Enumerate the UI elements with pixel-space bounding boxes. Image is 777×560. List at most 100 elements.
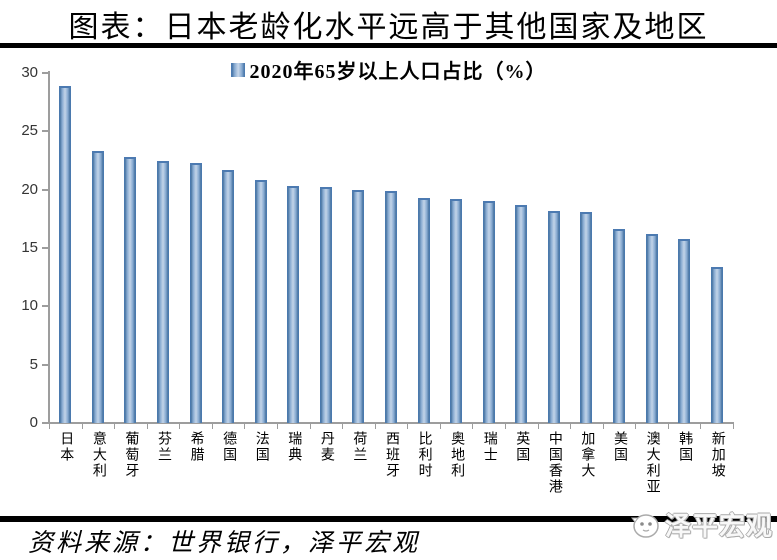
bar-芬兰 [157,160,169,423]
x-axis-tick [309,423,311,429]
x-label-cell: 奥地利 [440,431,473,479]
bar-奥地利 [450,199,463,423]
x-label-法国: 法国 [253,431,269,463]
x-label-cell: 西班牙 [375,431,408,479]
bar-韩国 [678,238,691,423]
x-label-希腊: 希腊 [188,431,204,463]
x-axis-tick [700,423,702,429]
x-label-cell: 比利时 [407,431,440,479]
x-axis-tick [342,423,344,429]
bar-比利时 [417,197,430,423]
x-label-加拿大: 加拿大 [579,431,595,479]
x-axis-tick [114,423,116,429]
x-axis-tick [570,423,572,429]
bar-希腊 [189,162,202,423]
x-axis-tick [244,423,246,429]
source-note: 资料来源：世界银行，泽平宏观 [28,530,421,557]
x-label-日本: 日本 [58,431,74,463]
y-axis-tick [42,72,49,74]
bar-德国 [222,169,235,423]
x-label-瑞士: 瑞士 [481,431,497,463]
x-axis-tick [635,423,637,429]
x-label-丹麦: 丹麦 [318,431,334,463]
x-label-cell: 葡萄牙 [114,431,147,479]
x-label-cell: 希腊 [179,431,212,463]
x-axis-tick [537,423,539,429]
x-axis-tick [179,423,181,429]
x-label-cell: 韩国 [668,431,701,463]
bottom-divider [0,516,777,522]
y-axis-tick [42,422,49,424]
x-label-cell: 意大利 [82,431,115,479]
y-axis-tick-label: 15 [21,239,38,256]
x-label-西班牙: 西班牙 [383,431,399,479]
y-axis-tick [42,305,49,308]
bar-瑞士 [482,201,495,423]
x-label-cell: 中国香港 [538,431,571,495]
bar-新加坡 [710,266,723,423]
y-axis [48,71,50,423]
bar-丹麦 [319,187,332,423]
x-label-cell: 荷兰 [342,431,375,463]
y-axis-tick-label: 0 [29,414,38,431]
watermark: 泽平宏观 [630,506,773,543]
bar-葡萄牙 [124,157,137,423]
x-label-cell: 澳大利亚 [635,431,668,495]
y-axis-tick [42,188,49,191]
legend-marker-icon [230,62,245,77]
y-axis-tick-label: 30 [21,64,38,81]
x-label-德国: 德国 [221,431,237,463]
x-label-cell: 德国 [212,431,245,463]
x-axis-tick [667,423,669,429]
x-label-cell: 美国 [603,431,636,463]
bar-日本 [59,85,72,423]
x-axis-tick [407,423,409,429]
bar-瑞典 [287,186,300,423]
x-label-中国香港: 中国香港 [546,431,562,495]
watermark-text: 泽平宏观 [664,512,773,541]
x-label-葡萄牙: 葡萄牙 [123,431,139,479]
x-label-比利时: 比利时 [416,431,432,479]
bar-美国 [613,229,625,423]
y-axis-tick [42,363,49,366]
y-axis-tick [42,247,49,249]
x-axis-tick [277,423,278,429]
bar-法国 [254,180,267,423]
bar-意大利 [91,151,104,423]
top-divider [0,43,777,48]
x-axis-tick [439,423,441,429]
bar-加拿大 [580,211,593,423]
x-label-cell: 英国 [505,431,538,463]
bar-荷兰 [352,189,365,423]
bar-中国香港 [547,210,560,423]
x-label-cell: 丹麦 [310,431,343,463]
x-label-cell: 日本 [49,431,82,463]
y-axis-tick-label: 20 [21,180,38,198]
y-axis-tick-label: 10 [21,297,38,315]
x-label-美国: 美国 [611,431,627,463]
bar-英国 [515,204,528,423]
page-title: 图表：日本老龄化水平远高于其他国家及地区 [68,11,709,44]
x-label-瑞典: 瑞典 [286,431,302,463]
x-label-荷兰: 荷兰 [351,431,367,463]
x-axis-tick [472,423,474,429]
x-axis-tick [733,423,734,429]
bar-西班牙 [385,190,397,423]
x-label-奥地利: 奥地利 [449,431,465,479]
x-label-芬兰: 芬兰 [155,431,171,463]
x-label-cell: 瑞士 [472,431,505,463]
x-axis-tick [374,423,376,429]
x-label-新加坡: 新加坡 [709,431,725,479]
y-axis-tick-label: 5 [29,355,38,373]
legend: 2020年65岁以上人口占比（%） [0,55,777,84]
y-axis-tick [42,130,49,133]
x-label-澳大利亚: 澳大利亚 [644,431,660,495]
x-label-cell: 法国 [244,431,277,463]
x-axis-tick [505,423,506,429]
legend-label: 2020年65岁以上人口占比（%） [249,61,547,83]
x-label-cell: 加拿大 [570,431,603,479]
x-label-cell: 瑞典 [277,431,310,463]
x-axis-tick [49,423,50,429]
